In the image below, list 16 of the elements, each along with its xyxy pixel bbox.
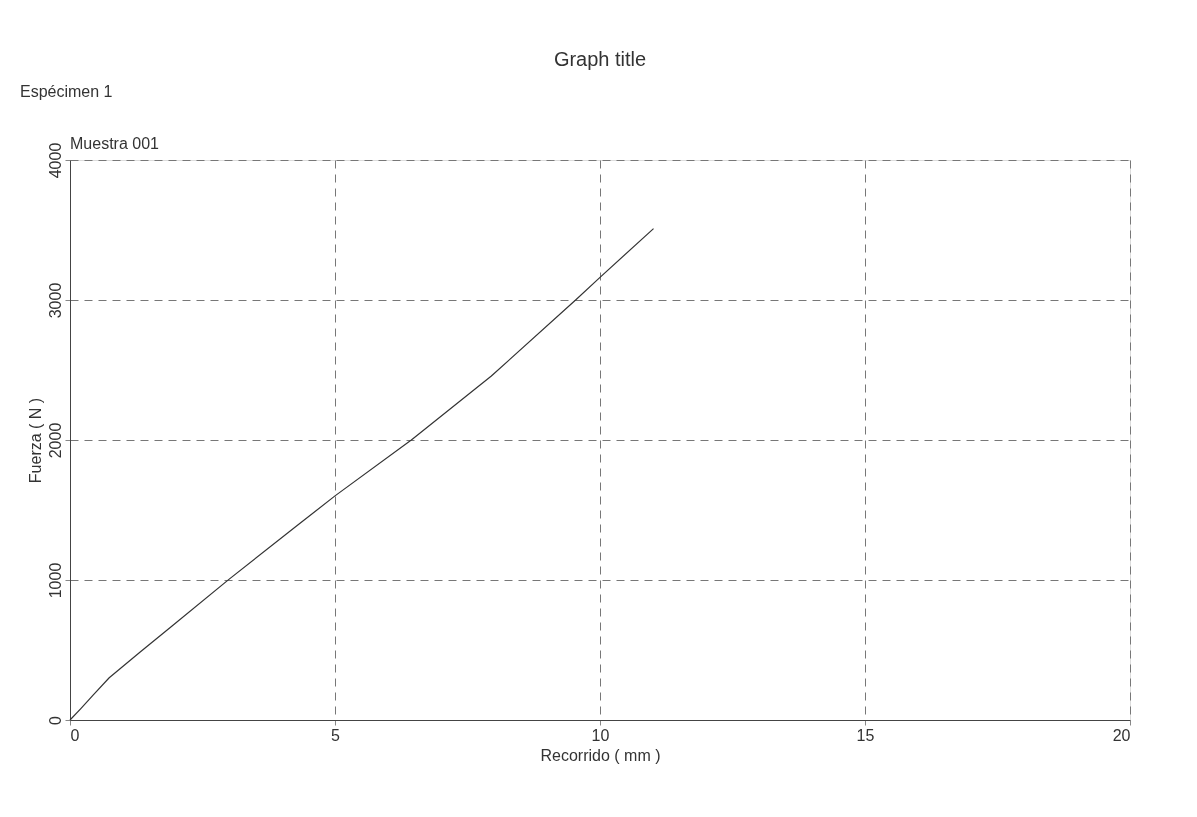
line-series (69, 228, 655, 721)
x-tick-label: 5 (331, 726, 341, 744)
y-axis-title: Fuerza ( N ) (26, 397, 44, 484)
text: Espécimen 1 (20, 83, 113, 100)
y-tick-label: 4000 (46, 142, 64, 179)
x-tick-label: 0 (70, 726, 80, 744)
y-tick-label: 0 (46, 715, 64, 725)
y-tick-label: 2000 (46, 422, 64, 459)
x-tick-label: 10 (591, 726, 610, 744)
y-tick-label: 1000 (46, 562, 64, 599)
x-tick-label: 15 (856, 726, 875, 744)
text: Muestra 001 (70, 135, 160, 152)
chart-title: Graph title (553, 48, 647, 70)
x-axis-title: Recorrido ( mm ) (540, 746, 661, 764)
y-tick-label: 3000 (46, 282, 64, 319)
x-tick-label: 20 (1112, 726, 1131, 744)
